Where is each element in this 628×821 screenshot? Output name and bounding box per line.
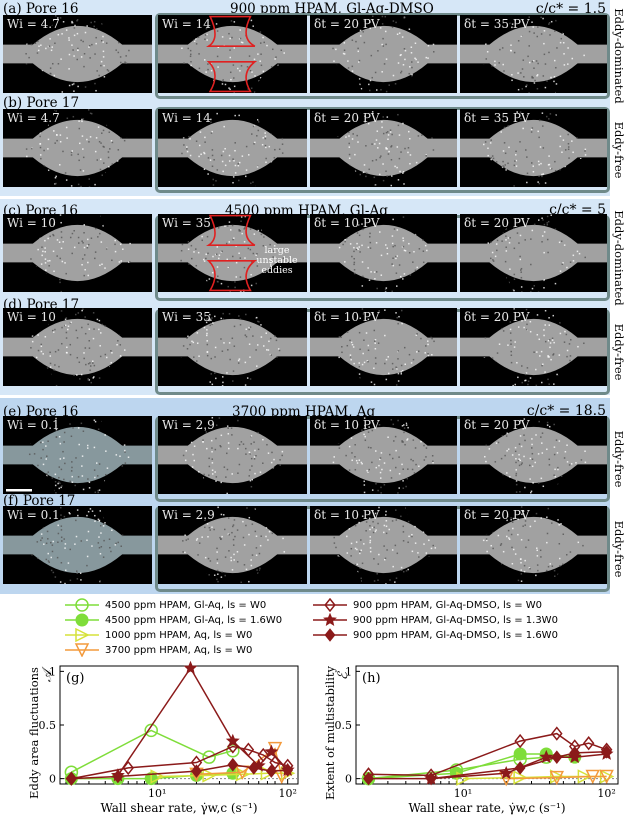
pore-micrograph: Wi = 2.9 (158, 416, 307, 494)
legend-label: 900 ppm HPAM, Gl-Aq-DMSO, ls = 1.6W0 (353, 630, 558, 641)
row-regime-label: Eddy-free (610, 107, 628, 193)
x-tick-label: 10² (597, 787, 615, 800)
frame-label: Wi = 10 (7, 310, 56, 324)
legend-entry: 4500 ppm HPAM, Gl-Aq, ls = W0 (65, 598, 266, 612)
panel-label: (h) (362, 671, 381, 686)
frame-label: Wi = 14 (162, 111, 211, 125)
legend-label: 4500 ppm HPAM, Gl-Aq, ls = W0 (105, 600, 266, 611)
pore-micrograph: Wi = 35 (158, 308, 307, 386)
frame-label: Wi = 2.9 (162, 418, 215, 432)
pore-micrograph: δt = 20 PV (460, 416, 607, 494)
pore-micrograph: Wi = 10 (3, 214, 152, 292)
panel-label: (g) (66, 671, 84, 686)
legend-label: 900 ppm HPAM, Gl-Aq-DMSO, ls = W0 (353, 600, 542, 611)
data-point (552, 751, 562, 763)
frame-label: δt = 10 PV (314, 310, 380, 324)
data-point (514, 748, 526, 760)
eddy-annotation: large unstable eddies (252, 246, 302, 276)
legend-marker-icon (313, 598, 347, 612)
legend-marker-icon (313, 613, 347, 627)
pore-micrograph: δt = 20 PV (310, 109, 457, 187)
frame-label: δt = 10 PV (314, 508, 380, 522)
frame-label: Wi = 0.1 (7, 418, 60, 432)
frame-label: Wi = 0.1 (7, 508, 60, 522)
pore-micrograph: δt = 10 PV (310, 308, 457, 386)
x-axis-title: Wall shear rate, γ̇w,c (s⁻¹) (100, 801, 257, 815)
frame-label: δt = 10 PV (314, 216, 380, 230)
legend-marker-icon (313, 628, 347, 642)
y-tick-label: 0 (345, 773, 352, 786)
x-tick-label: 10¹ (148, 787, 166, 800)
pore-micrograph: δt = 10 PV (310, 506, 457, 584)
frame-label: δt = 10 PV (314, 418, 380, 432)
frame-label: δt = 20 PV (314, 111, 380, 125)
data-point (185, 662, 196, 673)
pore-micrograph: δt = 20 PV (310, 15, 457, 93)
row-regime-label: Eddy-free (610, 506, 628, 592)
legend: 4500 ppm HPAM, Gl-Aq, ls = W0 4500 ppm HP… (65, 598, 585, 658)
legend-entry: 1000 ppm HPAM, Aq, ls = W0 (65, 628, 252, 642)
y-tick-label: 0.5 (335, 719, 353, 732)
frame-label: δt = 20 PV (464, 508, 530, 522)
row-regime-label: Eddy-free (610, 416, 628, 502)
pore-micrograph: Wi = 14 (158, 15, 307, 93)
pore-micrograph: Wi = 10 (3, 308, 152, 386)
frame-label: Wi = 4.7 (7, 111, 60, 125)
frame-label: δt = 20 PV (464, 216, 530, 230)
pore-micrograph: δt = 20 PV (460, 308, 607, 386)
row-regime-label: Eddy-dominated (610, 13, 628, 99)
legend-label: 900 ppm HPAM, Gl-Aq-DMSO, ls = 1.3W0 (353, 615, 558, 626)
frame-label: Wi = 2.9 (162, 508, 215, 522)
legend-marker-icon (65, 598, 99, 612)
frame-label: Wi = 14 (162, 17, 211, 31)
y-axis-symbol: ℰ (336, 671, 351, 680)
x-tick-label: 10² (278, 787, 296, 800)
pore-micrograph: δt = 35 PV (460, 15, 607, 93)
pore-micrograph: Wi = 4.7 (3, 109, 152, 187)
legend-marker-icon (65, 613, 99, 627)
legend-entry: 900 ppm HPAM, Gl-Aq-DMSO, ls = 1.3W0 (313, 613, 558, 627)
pore-micrograph: δt = 20 PV (460, 506, 607, 584)
legend-label: 4500 ppm HPAM, Gl-Aq, ls = 1.6W0 (105, 615, 282, 626)
pore-micrograph: δt = 20 PV (460, 214, 607, 292)
y-axis-title: Extent of multistability (323, 665, 337, 800)
legend-entry: 4500 ppm HPAM, Gl-Aq, ls = 1.6W0 (65, 613, 282, 627)
frame-label: δt = 20 PV (464, 310, 530, 324)
frame-label: δt = 20 PV (464, 418, 530, 432)
legend-entry: 900 ppm HPAM, Gl-Aq-DMSO, ls = 1.6W0 (313, 628, 558, 642)
pore-micrograph: Wi = 0.1 (3, 416, 152, 494)
frame-label: δt = 20 PV (314, 17, 380, 31)
pore-micrograph: Wi = 0.1 (3, 506, 152, 584)
frame-label: Wi = 35 (162, 216, 211, 230)
y-tick-label: 0.5 (39, 719, 57, 732)
legend-label: 1000 ppm HPAM, Aq, ls = W0 (105, 630, 252, 641)
pore-micrograph: δt = 10 PV (310, 214, 457, 292)
x-axis-title: Wall shear rate, γ̇w,c (s⁻¹) (408, 801, 565, 815)
legend-label: 3700 ppm HPAM, Aq, ls = W0 (105, 645, 252, 656)
row-regime-label: Eddy-dominated (610, 215, 628, 301)
plot-frame (356, 666, 618, 784)
row-regime-label: Eddy-free (610, 309, 628, 395)
legend-entry: 3700 ppm HPAM, Aq, ls = W0 (65, 643, 252, 657)
frame-label: δt = 35 PV (464, 17, 530, 31)
pore-micrograph: δt = 35 PV (460, 109, 607, 187)
frame-label: Wi = 10 (7, 216, 56, 230)
x-tick-label: 10¹ (454, 787, 472, 800)
y-tick-label: 0 (49, 773, 56, 786)
frame-label: Wi = 35 (162, 310, 211, 324)
y-axis-title: Eddy area fluctuations (27, 667, 41, 799)
legend-entry: 900 ppm HPAM, Gl-Aq-DMSO, ls = W0 (313, 598, 542, 612)
frame-label: δt = 35 PV (464, 111, 530, 125)
frame-label: Wi = 4.7 (7, 17, 60, 31)
pore-micrograph: δt = 10 PV (310, 416, 457, 494)
pore-micrograph: Wi = 4.7 (3, 15, 152, 93)
pore-micrograph: Wi = 14 (158, 109, 307, 187)
legend-marker-icon (65, 628, 99, 642)
legend-marker-icon (65, 643, 99, 657)
pore-micrograph: Wi = 2.9 (158, 506, 307, 584)
